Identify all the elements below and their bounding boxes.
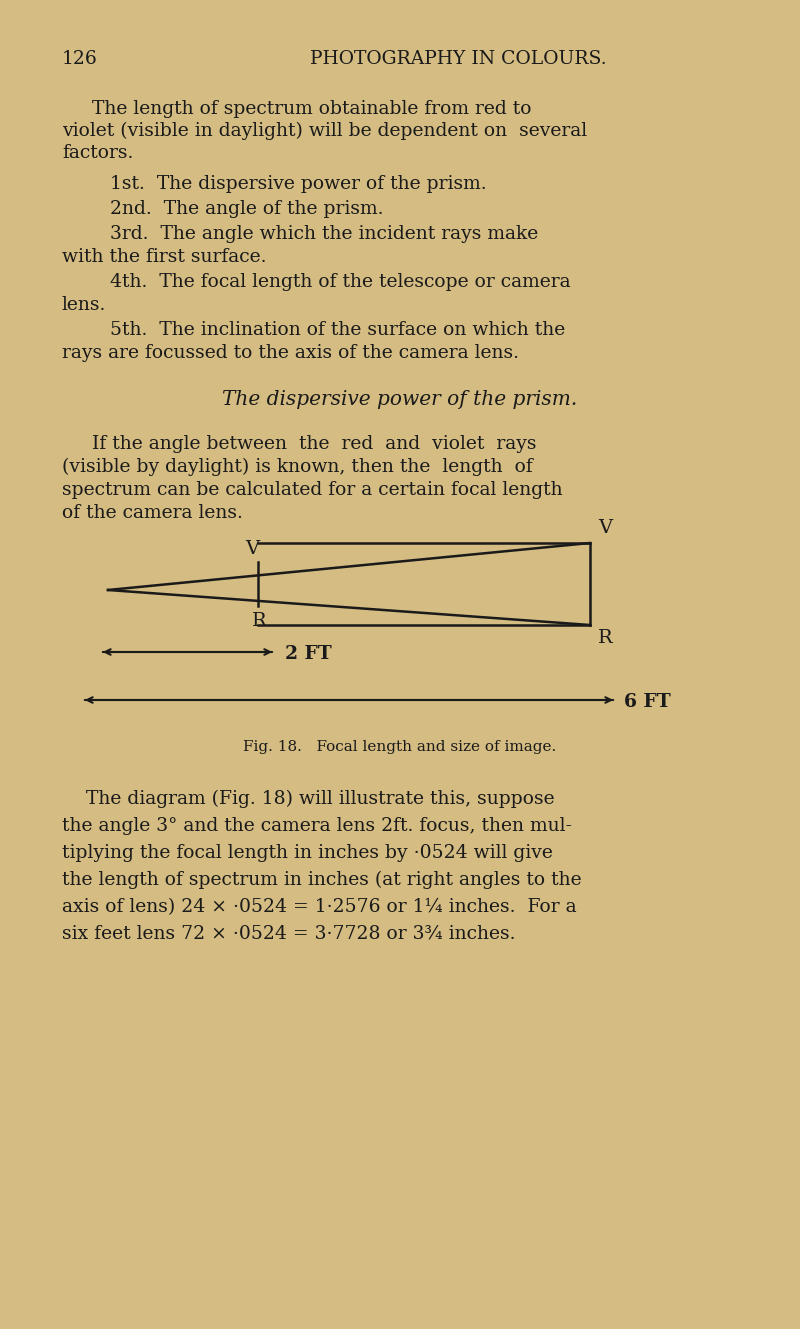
Text: 6 FT: 6 FT — [624, 692, 670, 711]
Text: V: V — [245, 540, 259, 558]
Text: 2 FT: 2 FT — [285, 645, 332, 663]
Text: with the first surface.: with the first surface. — [62, 249, 266, 266]
Text: lens.: lens. — [62, 296, 106, 314]
Text: 126: 126 — [62, 51, 98, 68]
Text: Fig. 18.   Focal length and size of image.: Fig. 18. Focal length and size of image. — [243, 740, 557, 754]
Text: PHOTOGRAPHY IN COLOURS.: PHOTOGRAPHY IN COLOURS. — [310, 51, 606, 68]
Text: 3rd.  The angle which the incident rays make: 3rd. The angle which the incident rays m… — [110, 225, 538, 243]
Text: 2nd.  The angle of the prism.: 2nd. The angle of the prism. — [110, 199, 383, 218]
Text: spectrum can be calculated for a certain focal length: spectrum can be calculated for a certain… — [62, 481, 562, 498]
Text: R: R — [598, 629, 613, 647]
Text: The dispersive power of the prism.: The dispersive power of the prism. — [222, 389, 578, 409]
Text: rays are focussed to the axis of the camera lens.: rays are focussed to the axis of the cam… — [62, 344, 519, 361]
Text: axis of lens) 24 × ·0524 = 1·2576 or 1¼ inches.  For a: axis of lens) 24 × ·0524 = 1·2576 or 1¼ … — [62, 898, 577, 916]
Text: the length of spectrum in inches (at right angles to the: the length of spectrum in inches (at rig… — [62, 870, 582, 889]
Text: 1st.  The dispersive power of the prism.: 1st. The dispersive power of the prism. — [110, 175, 486, 193]
Text: 5th.  The inclination of the surface on which the: 5th. The inclination of the surface on w… — [110, 322, 566, 339]
Text: tiplying the focal length in inches by ·0524 will give: tiplying the focal length in inches by ·… — [62, 844, 553, 863]
Text: 4th.  The focal length of the telescope or camera: 4th. The focal length of the telescope o… — [110, 272, 570, 291]
Text: factors.: factors. — [62, 144, 134, 162]
Text: If the angle between  the  red  and  violet  rays: If the angle between the red and violet … — [92, 435, 537, 453]
Text: R: R — [252, 611, 266, 630]
Text: V: V — [598, 520, 612, 537]
Text: of the camera lens.: of the camera lens. — [62, 504, 243, 522]
Text: The length of spectrum obtainable from red to: The length of spectrum obtainable from r… — [92, 100, 531, 118]
Text: violet (visible in daylight) will be dependent on  several: violet (visible in daylight) will be dep… — [62, 122, 587, 141]
Text: (visible by daylight) is known, then the  length  of: (visible by daylight) is known, then the… — [62, 459, 533, 476]
Text: the angle 3° and the camera lens 2ft. focus, then mul-: the angle 3° and the camera lens 2ft. fo… — [62, 817, 572, 835]
Text: The diagram (Fig. 18) will illustrate this, suppose: The diagram (Fig. 18) will illustrate th… — [62, 789, 554, 808]
Text: six feet lens 72 × ·0524 = 3·7728 or 3¾ inches.: six feet lens 72 × ·0524 = 3·7728 or 3¾ … — [62, 925, 515, 944]
